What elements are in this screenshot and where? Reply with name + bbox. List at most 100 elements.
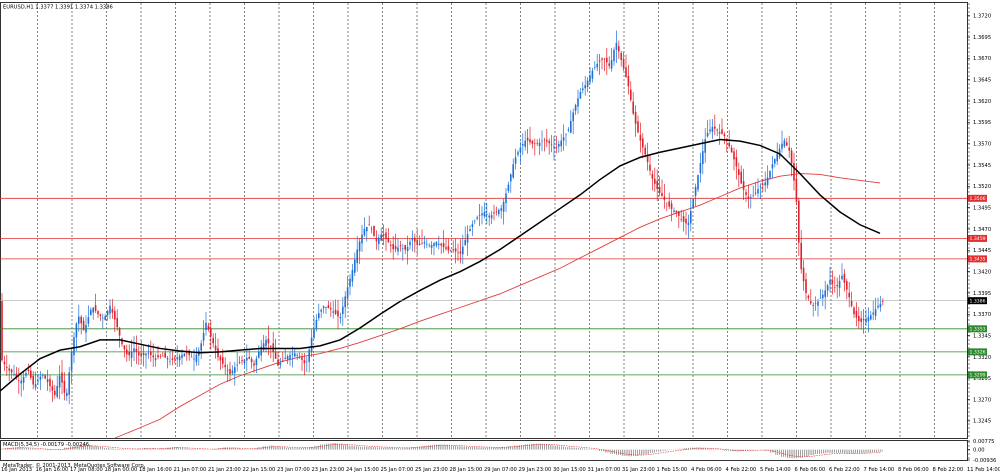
candle-body — [229, 368, 231, 375]
candle-body — [692, 198, 694, 209]
candle-body — [774, 159, 776, 164]
macd-tick-label: 0.00775 — [973, 439, 994, 445]
candle-body — [536, 143, 538, 144]
candle-body — [457, 252, 459, 254]
candle-body — [87, 317, 90, 324]
price-panel[interactable]: EURUSD,H1 1.3377 1.3391 1.3374 1.3386 Me… — [0, 2, 970, 470]
price-level-tag-label: 1.3459 — [970, 236, 986, 242]
candle-body — [670, 203, 673, 209]
candle-body — [236, 364, 238, 366]
candle-body — [277, 359, 279, 366]
price-axis[interactable]: 1.3720 1.3695 1.3670 1.3645 1.3620 1.3595 1.35… — [967, 14, 991, 425]
candle-body — [574, 105, 577, 111]
candle-body — [762, 184, 764, 185]
candle-body — [390, 244, 392, 246]
candle-body — [258, 351, 260, 358]
candle-body — [637, 121, 639, 133]
time-label: 11 Feb 14:00 — [967, 467, 1000, 473]
candle-body — [44, 375, 46, 379]
candle-body — [10, 369, 13, 373]
candle-body — [634, 111, 637, 124]
time-label: 16 Jan 16:00 — [36, 467, 69, 473]
candle-body — [140, 353, 142, 357]
candle-body — [711, 126, 714, 132]
candle-body — [723, 134, 726, 137]
candle-body — [99, 314, 102, 317]
candle-body — [421, 242, 423, 244]
candle-body — [298, 356, 301, 358]
candle-body — [759, 186, 762, 187]
candle-body — [289, 354, 291, 360]
slow-moving-average-line — [114, 173, 881, 439]
candle-body — [224, 364, 226, 368]
candle-body — [565, 133, 567, 135]
candle-body — [874, 309, 877, 316]
candle-body — [433, 243, 435, 247]
candle-body — [34, 384, 37, 388]
candle-body — [178, 356, 181, 361]
candle-body — [793, 163, 795, 181]
candle-body — [488, 215, 490, 218]
price-tick-label: 1.3370 — [973, 312, 991, 318]
price-tick-label: 1.3320 — [973, 355, 991, 361]
candle-body — [572, 112, 574, 122]
candle-body — [548, 141, 550, 144]
candle-body — [615, 42, 618, 50]
candle-body — [471, 224, 474, 228]
candle-body — [214, 345, 217, 351]
candle-body — [865, 318, 867, 323]
candle-body — [721, 129, 723, 134]
candle-body — [130, 351, 133, 358]
candle-body — [159, 356, 162, 357]
candle-body — [534, 143, 536, 144]
time-label: 6 Feb 22:00 — [829, 467, 860, 473]
candle-body — [66, 392, 68, 397]
candle-body — [337, 310, 339, 317]
candle-body — [330, 308, 332, 310]
candle-body — [481, 213, 483, 216]
current-price-tag-label: 1.3386 — [970, 298, 986, 304]
candle-body — [22, 376, 25, 383]
candle-body — [531, 140, 534, 144]
candle-body — [346, 287, 349, 299]
time-axis: 16 Jan 2013 16 Jan 16:00 17 Jan 08:00 18 Ja… — [1, 467, 1000, 473]
candle-body — [740, 171, 742, 184]
candle-body — [764, 182, 766, 186]
candle-body — [802, 267, 805, 282]
candle-body — [682, 216, 685, 222]
candle-body — [877, 305, 879, 308]
candle-body — [226, 369, 229, 371]
candle-body — [75, 323, 78, 338]
candle-body — [656, 180, 658, 189]
candle-body — [476, 217, 478, 219]
candle-body — [234, 367, 236, 374]
candle-body — [145, 353, 147, 356]
time-label: 30 Jan 15:00 — [553, 467, 586, 473]
candle-body — [58, 375, 61, 388]
candle-body — [325, 306, 327, 308]
candle-body — [627, 76, 630, 87]
candle-body — [219, 356, 222, 361]
macd-panel-frame — [0, 440, 968, 461]
candle-body — [414, 237, 416, 242]
macd-panel[interactable]: MACD(5,34,5) -0.00179 -0.00246 — [0, 440, 968, 461]
candle-body — [426, 243, 428, 245]
time-label: 29 Jan 07:00 — [484, 467, 517, 473]
candle-body — [783, 140, 786, 147]
candle-body — [334, 309, 337, 314]
candle-body — [418, 243, 421, 245]
candle-body — [320, 309, 322, 312]
price-tick-label: 1.3670 — [973, 56, 991, 62]
candle-body — [526, 137, 529, 141]
candle-body — [781, 143, 783, 149]
candle-body — [404, 245, 406, 250]
candle-body — [860, 318, 862, 322]
candle-body — [42, 375, 44, 376]
price-level-tag-label: 1.3326 — [970, 350, 986, 356]
candle-body — [452, 249, 454, 251]
candle-body — [164, 352, 166, 358]
candle-body — [836, 284, 838, 287]
candle-body — [246, 357, 248, 361]
candle-body — [301, 357, 303, 360]
candle-body — [639, 135, 642, 141]
